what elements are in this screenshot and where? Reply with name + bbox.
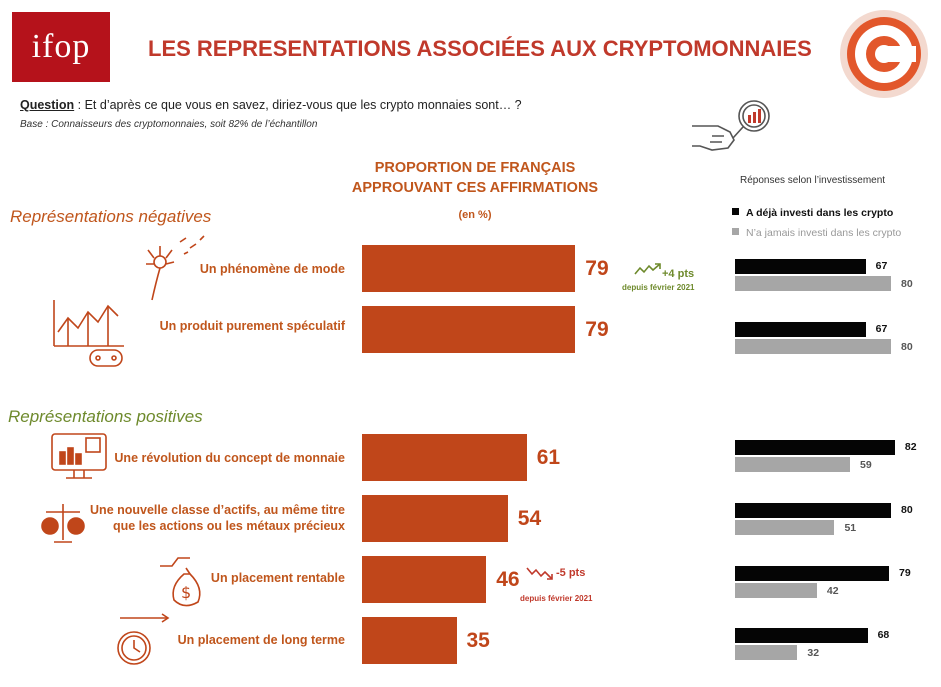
money-bag-icon: $	[156, 552, 212, 612]
bar-value-1: 79	[585, 257, 609, 280]
scale-bitcoin-icon	[40, 500, 86, 546]
never-value-4: 51	[844, 522, 857, 534]
speculative-chart-icon	[46, 296, 130, 372]
chart-title-line1: PROPORTION DE FRANÇAIS	[374, 160, 576, 176]
bar-4	[362, 495, 508, 542]
never-bar-4	[735, 520, 835, 535]
trend-up-note: depuis février 2021	[622, 283, 695, 292]
legend-invested: A déjà investi dans les crypto	[732, 207, 893, 219]
invested-value-5: 79	[899, 567, 911, 579]
invested-bar-3	[735, 440, 895, 455]
bar-value-3: 61	[536, 446, 561, 469]
legend-invested-label: A déjà investi dans les crypto	[746, 207, 894, 219]
bar-value-2: 79	[585, 318, 609, 341]
svg-text:$: $	[181, 583, 191, 602]
trend-down-value: -5 pts	[556, 567, 586, 579]
magnifier-hand-icon	[688, 96, 788, 166]
invested-value-4: 80	[901, 504, 913, 516]
dandelion-icon	[140, 232, 210, 302]
never-bar-2	[735, 339, 891, 354]
trend-up-value: +4 pts	[662, 268, 695, 280]
legend-never-invested: N’a jamais investi dans les crypto	[732, 227, 902, 240]
brand-logo-icon	[838, 8, 930, 100]
section-positive: Représentations positives	[8, 407, 203, 426]
invested-bar-2	[735, 322, 866, 337]
trend-down-note: depuis février 2021	[520, 594, 593, 603]
legend-swatch-black	[732, 208, 739, 215]
invested-bar-6	[735, 628, 868, 643]
row-label-2: Un produit purement spéculatif	[159, 319, 345, 333]
never-bar-1	[735, 276, 891, 291]
question-label: Question	[20, 98, 75, 112]
never-value-6: 32	[807, 647, 820, 659]
row-label-5: Un placement rentable	[210, 571, 345, 585]
invested-value-1: 67	[875, 260, 888, 272]
trend-up-icon	[634, 262, 664, 276]
chart-title: PROPORTION DE FRANÇAIS APPROUVANT CES AF…	[325, 158, 625, 198]
row-label-3: Une révolution du concept de monnaie	[114, 451, 345, 465]
never-value-3: 59	[860, 459, 872, 471]
breakdown-title: Réponses selon l’investissement	[740, 175, 886, 186]
row-label-6: Un placement de long terme	[177, 633, 345, 647]
never-bar-6	[735, 645, 798, 660]
base-note: Base : Connaisseurs des cryptomonnaies, …	[20, 119, 318, 130]
question-body: : Et d’après ce que vous en savez, dirie…	[74, 98, 522, 112]
invested-value-3: 82	[904, 441, 917, 453]
bar-2	[362, 306, 576, 353]
trend-down-icon	[526, 566, 556, 582]
unit-label: (en %)	[458, 209, 492, 221]
legend-never-label: N’a jamais investi dans les crypto	[746, 227, 902, 239]
question-text: Question : Et d’après ce que vous en sav…	[20, 98, 522, 112]
never-value-1: 80	[901, 278, 913, 290]
invested-value-2: 67	[875, 323, 888, 335]
row-label-1: Un phénomène de mode	[199, 262, 345, 276]
row-label-4: Une nouvelle classe d’actifs, au même ti…	[90, 503, 345, 533]
invested-value-6: 68	[877, 629, 890, 641]
bar-value-5: 46	[496, 568, 520, 591]
page-title: LES REPRESENTATIONS ASSOCIÉES AUX CRYPTO…	[148, 36, 812, 61]
never-value-2: 80	[901, 341, 913, 353]
section-negative: Représentations négatives	[10, 207, 212, 226]
legend-swatch-grey	[732, 228, 739, 235]
bar-6	[362, 617, 457, 664]
chart-title-line2: APPROUVANT CES AFFIRMATIONS	[351, 180, 599, 196]
monitor-chart-icon	[50, 432, 108, 482]
never-bar-3	[735, 457, 851, 472]
never-value-5: 42	[826, 585, 839, 597]
ifop-logo: ifop	[12, 12, 110, 82]
bar-value-6: 35	[466, 629, 490, 652]
bar-3	[362, 434, 527, 481]
bar-5	[362, 556, 487, 603]
invested-bar-1	[735, 259, 866, 274]
invested-bar-5	[735, 566, 890, 581]
clock-arrow-icon	[112, 612, 176, 670]
bar-1	[362, 245, 576, 292]
invested-bar-4	[735, 503, 891, 518]
bar-value-4: 54	[517, 507, 542, 530]
never-bar-5	[735, 583, 817, 598]
